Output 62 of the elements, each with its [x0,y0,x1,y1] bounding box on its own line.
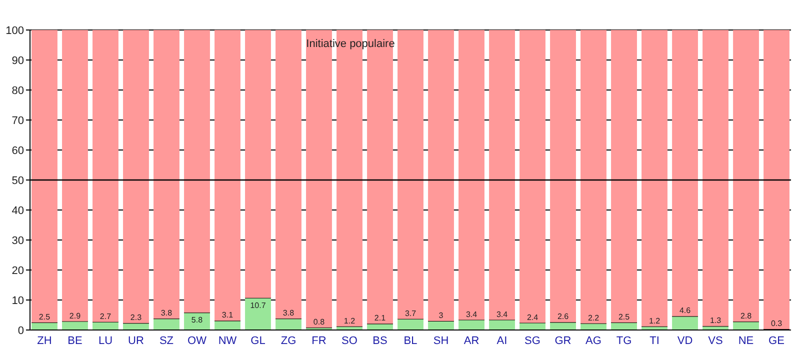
text: Initiative populaire [306,38,395,50]
x-tick-label: SH [433,335,449,347]
data-label: 2.1 [374,314,386,323]
x-tick-label: AI [496,335,508,347]
y-tick-label: 50 [12,174,24,187]
x-tick-label: AG [586,335,602,347]
data-label: 2.4 [526,312,539,322]
data-label: 2.2 [588,313,600,322]
x-tick-label: ZH [37,335,52,347]
x-tick-label: TI [650,335,660,347]
x-tick-label: VD [677,335,693,347]
x-tick-label: NE [738,335,754,347]
y-tick-label: 10 [12,294,24,307]
data-label: 1.2 [648,316,661,326]
data-label: 3.4 [496,310,508,319]
x-tick-label: SZ [159,335,174,347]
x-tick-label: NW [218,335,238,347]
y-tick-label: 90 [12,54,24,67]
x-tick-label: LU [98,335,113,347]
x-tick-label: ZG [280,335,296,347]
data-label: 3.4 [466,310,478,319]
y-tick-label: 40 [12,204,24,217]
data-label: 10.7 [250,300,266,310]
x-tick-label: VS [708,335,723,347]
data-label: 2.5 [618,312,630,322]
data-label: 1.2 [344,316,356,326]
x-tick-label: SO [342,335,358,347]
y-tick-label: 60 [12,144,24,157]
y-tick-label: 0 [18,324,24,337]
data-label: 4.6 [679,306,692,316]
x-tick-label: BE [68,335,82,347]
data-label: 2.7 [100,312,112,321]
data-label: 3.1 [222,310,234,320]
x-tick-label: GR [554,335,572,347]
x-tick-label: BS [372,335,388,347]
x-tick-label: AR [464,335,480,347]
data-label: 2.6 [557,312,570,322]
y-tick-label: 70 [12,114,24,127]
data-label: 5.8 [191,316,204,325]
x-tick-label: GL [250,335,266,347]
data-label: 2.5 [38,312,51,322]
x-tick-label: UR [128,335,144,347]
data-label: 3 [438,311,444,320]
y-tick-label: 20 [12,264,24,277]
data-label: 3.8 [282,308,295,318]
data-label: 0.3 [770,319,783,328]
x-tick-label: SG [524,335,540,347]
x-tick-label: OW [188,335,208,347]
data-label: 1.3 [710,316,722,326]
x-tick-label: GE [768,335,784,347]
y-tick-label: 80 [12,84,24,97]
y-tick-label: 100 [6,24,24,37]
x-tick-label: BL [404,335,418,347]
data-label: 3.7 [404,308,417,318]
y-tick-label: 30 [12,234,24,247]
data-label: 0.8 [313,318,326,327]
data-label: 2.9 [69,311,82,320]
x-tick-label: FR [312,335,326,347]
data-label: 2.8 [740,312,752,321]
x-tick-label: TG [616,335,632,347]
data-label: 2.3 [130,313,142,322]
data-label: 3.8 [160,308,173,318]
